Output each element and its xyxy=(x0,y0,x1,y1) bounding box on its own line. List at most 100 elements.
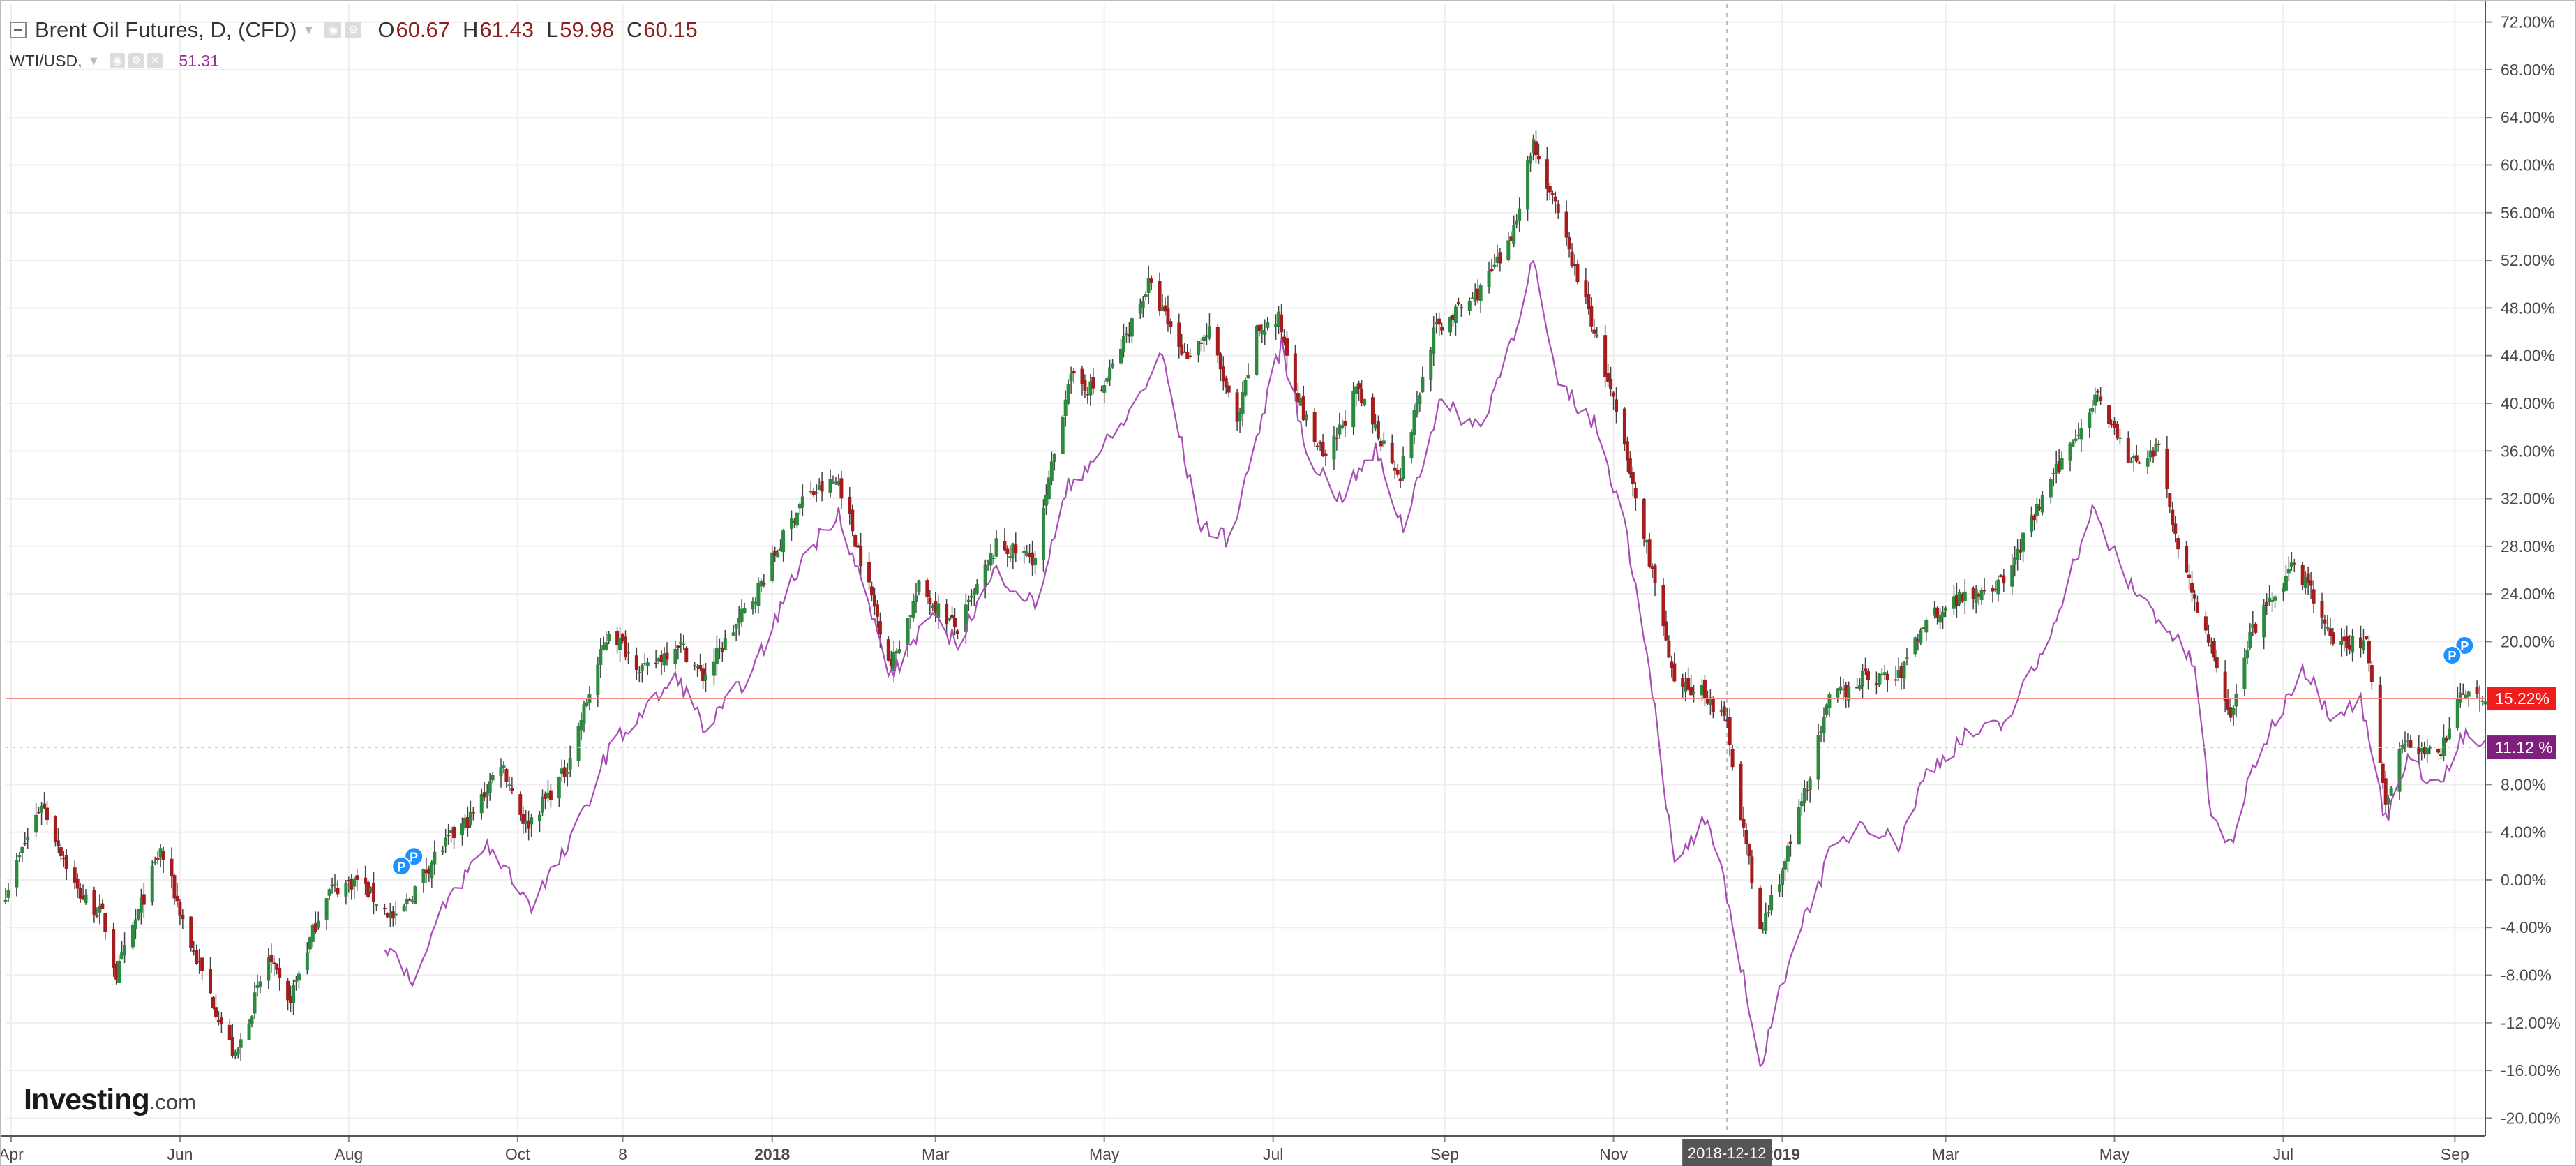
candle-up xyxy=(1841,688,1845,690)
candle-up xyxy=(375,904,379,906)
candle-down xyxy=(1739,763,1743,821)
close-value: 60.15 xyxy=(643,17,698,42)
candle-down xyxy=(1899,666,1903,678)
settings-icon[interactable]: ⚙ xyxy=(128,53,144,68)
candle-down xyxy=(385,913,389,918)
candle-up xyxy=(1861,671,1865,687)
candle-up xyxy=(1144,294,1148,297)
candle-down xyxy=(1285,338,1289,356)
compare-symbol: WTI/USD, xyxy=(10,51,82,70)
settings-icon[interactable]: ⚙ xyxy=(345,22,362,38)
candle-up xyxy=(2400,745,2404,749)
candle-up xyxy=(1274,323,1278,327)
candle-down xyxy=(1072,370,1076,374)
chart-legend-main: Brent Oil Futures, D, (CFD) ▼ ◉ ⚙ O 60.67… xyxy=(10,14,698,46)
candle-down xyxy=(114,964,119,980)
candle-up xyxy=(643,663,647,665)
candle-down xyxy=(867,562,871,583)
candle-down xyxy=(1612,392,1616,397)
candle-up xyxy=(344,883,348,897)
candle-down xyxy=(2226,698,2230,710)
candle-down xyxy=(1218,353,1222,370)
wti-series-line xyxy=(384,259,2486,1068)
candle-down xyxy=(2423,747,2427,754)
candle-up xyxy=(2281,588,2285,592)
candle-down xyxy=(889,659,893,666)
y-tick-label: -8.00% xyxy=(2501,966,2552,985)
candle-down xyxy=(953,618,957,627)
candle-down xyxy=(1553,196,1557,202)
candle-down xyxy=(2265,601,2269,606)
candle-down xyxy=(424,869,428,874)
candle-down xyxy=(527,820,531,829)
candle-up xyxy=(1277,311,1281,327)
candle-down xyxy=(1456,301,1460,304)
candle-up xyxy=(1119,348,1123,364)
candle-down xyxy=(2436,749,2441,753)
candle-up xyxy=(133,919,137,930)
candle-up xyxy=(388,913,392,918)
candle-up xyxy=(15,860,19,888)
candle-down xyxy=(1163,305,1167,312)
candle-up xyxy=(1933,607,1937,616)
close-icon[interactable]: ✕ xyxy=(147,53,163,68)
y-tick-label: -12.00% xyxy=(2501,1014,2561,1032)
candle-down xyxy=(1747,844,1751,857)
candle-down xyxy=(2110,423,2114,425)
candle-down xyxy=(2328,628,2332,636)
candle-down xyxy=(75,878,80,889)
candle-up xyxy=(1708,697,1712,705)
candle-down xyxy=(178,902,182,916)
y-tick-label: 0.00% xyxy=(2501,871,2546,889)
candle-down xyxy=(2112,421,2116,428)
candle-up xyxy=(297,973,301,981)
candle-up xyxy=(618,638,622,650)
candle-down xyxy=(1728,717,1732,745)
candle-down xyxy=(1722,706,1726,716)
candle-down xyxy=(2151,450,2155,457)
candle-up xyxy=(991,557,996,559)
candle-up xyxy=(2051,472,2055,474)
candle-down xyxy=(2032,516,2036,521)
event-marker-icon[interactable] xyxy=(391,856,412,876)
candle-up xyxy=(308,937,312,950)
candle-down xyxy=(1788,841,1792,844)
candle-down xyxy=(504,768,509,782)
candle-up xyxy=(936,603,941,618)
candle-down xyxy=(1587,293,1591,310)
candle-down xyxy=(1315,445,1319,447)
candle-down xyxy=(1864,668,1867,671)
collapse-icon[interactable] xyxy=(10,22,27,38)
chevron-down-icon[interactable]: ▼ xyxy=(87,53,100,68)
x-tick-label: Jun xyxy=(167,1145,193,1163)
candle-up xyxy=(1944,607,1948,611)
candle-up xyxy=(673,648,677,664)
candle-down xyxy=(1370,397,1375,425)
candle-down xyxy=(1672,663,1677,682)
candle-up xyxy=(1207,326,1211,339)
candle-down xyxy=(382,908,387,910)
candle-up xyxy=(541,796,545,813)
candle-up xyxy=(1340,425,1345,428)
candle-up xyxy=(1435,322,1439,324)
candle-down xyxy=(1548,186,1552,193)
candle-down xyxy=(1031,552,1035,566)
candle-up xyxy=(626,651,630,654)
y-tick-label: 44.00% xyxy=(2501,347,2555,365)
candle-up xyxy=(2231,708,2236,715)
candle-down xyxy=(64,855,68,869)
candle-up xyxy=(557,777,561,798)
event-marker-icon[interactable] xyxy=(2442,645,2462,666)
candle-up xyxy=(1052,453,1056,462)
candle-up xyxy=(601,645,606,650)
candle-up xyxy=(1470,297,1474,299)
candle-up xyxy=(2132,456,2136,459)
visibility-icon[interactable]: ◉ xyxy=(110,53,126,68)
candle-up xyxy=(969,595,973,598)
visibility-icon[interactable]: ◉ xyxy=(324,22,342,38)
candle-down xyxy=(654,662,658,664)
chevron-down-icon[interactable]: ▼ xyxy=(302,22,315,37)
candle-up xyxy=(507,784,511,786)
